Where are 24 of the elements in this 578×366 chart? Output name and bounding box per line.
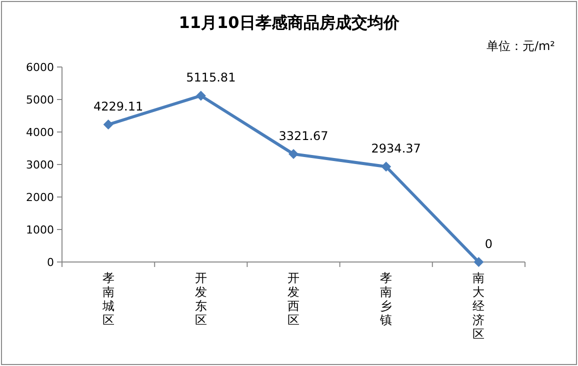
x-tick-label: 南大经济区 — [472, 271, 485, 341]
data-label: 2934.37 — [371, 142, 421, 156]
y-tick-label: 1000 — [26, 224, 54, 236]
data-label: 4229.11 — [93, 100, 144, 114]
y-tick-label: 4000 — [26, 126, 54, 139]
y-tick-label: 0 — [47, 256, 54, 269]
data-label: 3321.67 — [278, 129, 328, 144]
point — [288, 149, 298, 160]
point — [196, 90, 206, 101]
y-tick-label: 5000 — [26, 94, 54, 106]
point — [474, 257, 484, 267]
point — [103, 120, 114, 130]
point — [381, 162, 392, 172]
text: 单位：元/m² — [486, 39, 556, 53]
data-label: 5115.81 — [186, 70, 236, 85]
data-label: 0 — [484, 237, 493, 251]
y-tick-label: 3000 — [26, 158, 54, 172]
y-tick-label: 2000 — [26, 191, 54, 204]
chart-title: 11月10日孝感商品房成交均价 — [178, 13, 400, 32]
x-tick-label: 开发西区 — [288, 271, 300, 327]
x-tick-label: 孝南乡镇 — [379, 271, 392, 327]
y-tick-label: 6000 — [26, 61, 54, 74]
x-tick-label: 开发东区 — [194, 271, 207, 327]
x-tick-label: 孝南城区 — [101, 271, 114, 327]
